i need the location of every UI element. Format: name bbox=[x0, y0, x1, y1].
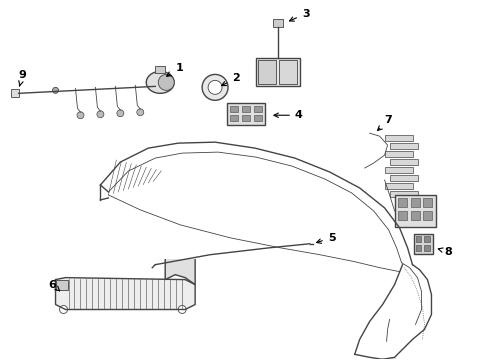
FancyBboxPatch shape bbox=[424, 245, 431, 251]
Polygon shape bbox=[165, 260, 195, 285]
FancyBboxPatch shape bbox=[390, 159, 417, 165]
FancyBboxPatch shape bbox=[423, 211, 433, 220]
FancyBboxPatch shape bbox=[390, 191, 417, 197]
Text: 6: 6 bbox=[49, 280, 60, 291]
Polygon shape bbox=[55, 278, 195, 310]
FancyBboxPatch shape bbox=[394, 195, 437, 227]
FancyBboxPatch shape bbox=[411, 211, 419, 220]
Circle shape bbox=[52, 87, 58, 93]
FancyBboxPatch shape bbox=[385, 167, 413, 173]
FancyBboxPatch shape bbox=[273, 19, 283, 27]
Circle shape bbox=[117, 110, 124, 117]
Circle shape bbox=[97, 111, 104, 118]
Text: 3: 3 bbox=[290, 9, 310, 21]
Text: 5: 5 bbox=[317, 233, 335, 243]
FancyBboxPatch shape bbox=[55, 280, 68, 289]
Circle shape bbox=[137, 109, 144, 116]
Circle shape bbox=[59, 306, 68, 314]
FancyBboxPatch shape bbox=[256, 58, 300, 86]
FancyBboxPatch shape bbox=[254, 115, 262, 121]
FancyBboxPatch shape bbox=[230, 115, 238, 121]
FancyBboxPatch shape bbox=[390, 143, 417, 149]
FancyBboxPatch shape bbox=[258, 60, 276, 84]
Ellipse shape bbox=[158, 75, 174, 90]
FancyBboxPatch shape bbox=[385, 183, 413, 189]
FancyBboxPatch shape bbox=[242, 106, 250, 112]
FancyBboxPatch shape bbox=[230, 106, 238, 112]
FancyBboxPatch shape bbox=[155, 67, 165, 73]
Circle shape bbox=[208, 80, 222, 94]
FancyBboxPatch shape bbox=[416, 245, 421, 251]
FancyBboxPatch shape bbox=[423, 198, 433, 207]
Text: 9: 9 bbox=[19, 71, 26, 86]
FancyBboxPatch shape bbox=[411, 198, 419, 207]
FancyBboxPatch shape bbox=[397, 198, 407, 207]
FancyBboxPatch shape bbox=[414, 234, 434, 254]
FancyBboxPatch shape bbox=[227, 103, 265, 125]
FancyBboxPatch shape bbox=[385, 151, 413, 157]
Circle shape bbox=[202, 75, 228, 100]
Text: 7: 7 bbox=[378, 115, 392, 130]
FancyBboxPatch shape bbox=[11, 89, 19, 97]
FancyBboxPatch shape bbox=[242, 115, 250, 121]
FancyBboxPatch shape bbox=[390, 175, 417, 181]
FancyBboxPatch shape bbox=[416, 236, 421, 242]
Text: 8: 8 bbox=[438, 247, 452, 257]
FancyBboxPatch shape bbox=[424, 236, 431, 242]
FancyBboxPatch shape bbox=[279, 60, 297, 84]
FancyBboxPatch shape bbox=[254, 106, 262, 112]
Text: 4: 4 bbox=[274, 110, 303, 120]
Ellipse shape bbox=[147, 71, 174, 93]
FancyBboxPatch shape bbox=[385, 135, 413, 141]
Text: 2: 2 bbox=[221, 73, 240, 86]
Circle shape bbox=[77, 112, 84, 119]
Circle shape bbox=[178, 306, 186, 314]
FancyBboxPatch shape bbox=[397, 211, 407, 220]
Text: 1: 1 bbox=[167, 63, 183, 76]
